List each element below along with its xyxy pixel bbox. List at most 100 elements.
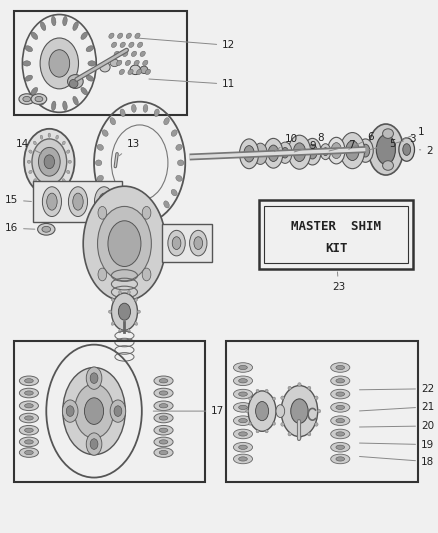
Ellipse shape [110,400,126,422]
Ellipse shape [73,22,78,30]
Ellipse shape [99,193,109,210]
Ellipse shape [304,139,321,165]
Ellipse shape [171,189,177,196]
Ellipse shape [331,442,350,452]
Ellipse shape [190,230,207,256]
Ellipse shape [81,87,88,95]
Ellipse shape [233,416,253,425]
Ellipse shape [67,150,70,154]
Ellipse shape [19,437,39,447]
Ellipse shape [125,60,131,66]
Ellipse shape [127,290,130,295]
Ellipse shape [239,405,247,409]
Ellipse shape [240,139,258,168]
Ellipse shape [376,135,396,165]
Ellipse shape [172,237,181,249]
Ellipse shape [131,213,136,221]
Ellipse shape [123,51,128,56]
Ellipse shape [281,423,284,426]
Ellipse shape [90,439,98,449]
Ellipse shape [307,432,311,436]
Ellipse shape [164,201,170,208]
Ellipse shape [129,42,134,47]
Text: 21: 21 [360,402,434,412]
Ellipse shape [145,69,151,75]
Ellipse shape [336,366,345,369]
Ellipse shape [31,32,38,39]
Text: 19: 19 [360,440,434,450]
Ellipse shape [62,179,65,182]
Ellipse shape [331,416,350,425]
Ellipse shape [336,445,345,449]
Ellipse shape [73,96,78,105]
Ellipse shape [134,298,138,302]
Ellipse shape [135,33,140,38]
Text: 12: 12 [138,38,235,50]
Ellipse shape [288,386,291,390]
Ellipse shape [336,457,345,461]
Ellipse shape [42,227,51,232]
Ellipse shape [254,143,267,165]
Ellipse shape [38,223,55,235]
Ellipse shape [114,406,122,416]
Ellipse shape [126,33,131,38]
Ellipse shape [102,189,108,196]
Ellipse shape [331,363,350,372]
Ellipse shape [25,450,33,455]
Ellipse shape [154,448,173,457]
Text: 10: 10 [274,134,298,151]
Ellipse shape [239,392,247,396]
Ellipse shape [233,454,253,464]
Bar [33,181,122,222]
Ellipse shape [23,61,31,66]
Ellipse shape [56,135,59,139]
Ellipse shape [62,141,65,145]
Text: 8: 8 [311,133,324,149]
Ellipse shape [120,42,125,47]
Ellipse shape [249,422,252,425]
Ellipse shape [399,138,414,161]
Ellipse shape [368,124,403,175]
Ellipse shape [108,221,141,266]
Ellipse shape [31,94,47,104]
Ellipse shape [40,22,46,30]
Ellipse shape [108,310,112,313]
Ellipse shape [97,144,103,150]
Ellipse shape [111,298,114,302]
Ellipse shape [307,386,311,390]
Ellipse shape [25,46,32,52]
Ellipse shape [110,59,119,67]
Ellipse shape [19,413,39,423]
Ellipse shape [40,135,43,139]
Ellipse shape [168,230,185,256]
Ellipse shape [159,428,168,432]
Ellipse shape [154,109,159,117]
Ellipse shape [278,409,282,413]
Ellipse shape [159,403,168,408]
Ellipse shape [249,397,252,400]
Ellipse shape [33,141,36,145]
Ellipse shape [331,402,350,412]
Ellipse shape [142,206,151,219]
Ellipse shape [239,445,247,449]
Ellipse shape [100,62,110,72]
Ellipse shape [357,139,373,163]
Ellipse shape [98,206,107,219]
Ellipse shape [298,436,301,440]
Text: 7: 7 [329,140,355,151]
Ellipse shape [110,201,116,208]
Ellipse shape [25,75,32,81]
Bar [264,206,408,263]
Ellipse shape [25,378,33,383]
Text: 15: 15 [5,195,32,205]
Ellipse shape [63,17,67,26]
Text: 11: 11 [149,79,235,89]
Ellipse shape [264,139,283,168]
Ellipse shape [19,401,39,410]
Text: 16: 16 [5,223,35,233]
Ellipse shape [138,42,143,47]
Text: 1: 1 [403,127,424,140]
Ellipse shape [307,144,317,159]
Ellipse shape [86,46,94,52]
Ellipse shape [159,391,168,395]
